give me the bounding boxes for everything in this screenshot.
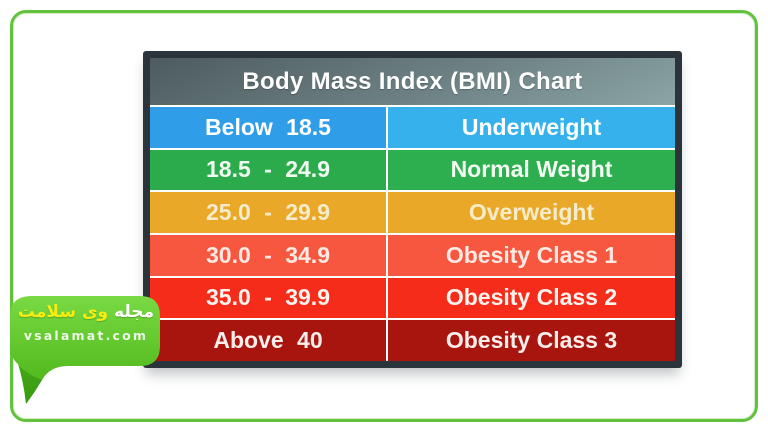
bmi-range-normal: 18.5 - 24.9 [150, 149, 386, 191]
bmi-table: Body Mass Index (BMI) Chart Below 18.5 U… [143, 51, 682, 368]
bmi-range-obesity-3: Above 40 [150, 320, 386, 361]
bmi-table-grid: Body Mass Index (BMI) Chart Below 18.5 U… [150, 58, 675, 361]
bmi-category-underweight: Underweight [388, 107, 675, 148]
badge-title-farsi: مجله وی سلامت [12, 302, 160, 322]
bmi-range-obesity-2: 35.0 - 39.9 [150, 277, 386, 319]
vsalamat-watermark-badge: مجله وی سلامت vsalamat.com [6, 292, 166, 412]
badge-domain-text: vsalamat.com [23, 328, 149, 343]
bmi-category-obesity-2: Obesity Class 2 [388, 277, 675, 319]
bmi-range-underweight: Below 18.5 [150, 107, 386, 148]
bmi-category-obesity-3: Obesity Class 3 [388, 320, 675, 361]
bmi-category-obesity-1: Obesity Class 1 [388, 235, 675, 276]
table-title: Body Mass Index (BMI) Chart [150, 58, 675, 105]
bmi-category-normal: Normal Weight [388, 149, 675, 191]
badge-word-majale: مجله [114, 302, 155, 322]
bmi-category-overweight: Overweight [388, 192, 675, 233]
bmi-range-obesity-1: 30.0 - 34.9 [150, 235, 386, 276]
speech-bubble-icon [10, 296, 160, 404]
bmi-range-overweight: 25.0 - 29.9 [150, 192, 386, 233]
green-frame-border [10, 10, 758, 422]
badge-words-vey-salamat: وی سلامت [17, 302, 109, 322]
